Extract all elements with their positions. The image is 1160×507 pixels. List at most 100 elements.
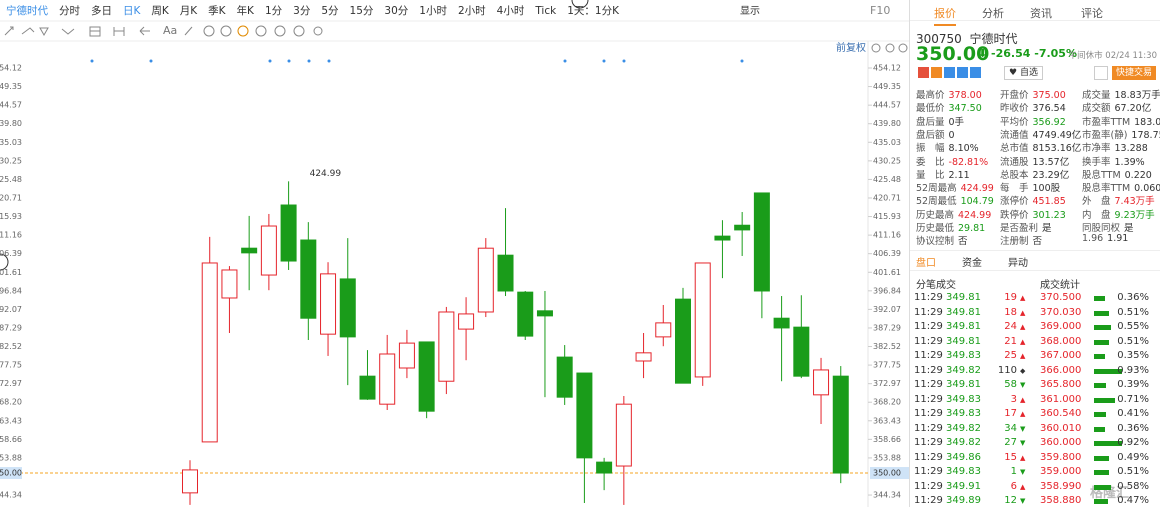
- stat-value: 356.92: [1032, 116, 1066, 128]
- stat-value: 451.85: [1032, 196, 1066, 208]
- level-price: 370.030: [1040, 306, 1082, 318]
- stat-label: 市盈率TTM: [1082, 116, 1131, 128]
- sub-tab[interactable]: 异动: [1008, 258, 1028, 269]
- period-tab[interactable]: 宁德时代: [6, 4, 48, 17]
- trade-row: 11:29 349.83 3 ▲ 361.000 0.71%: [910, 394, 1160, 408]
- level-price: 360.540: [1040, 408, 1082, 419]
- y-tick-label: 392.07: [873, 305, 901, 314]
- stat-cell: 每 手 100股: [1000, 180, 1060, 194]
- trade-direction: ▲: [1020, 323, 1026, 331]
- period-tab[interactable]: 1天：1分K: [567, 5, 620, 17]
- y-tick-label: 420.71: [873, 193, 901, 202]
- display-menu[interactable]: 显示: [740, 5, 760, 17]
- sub-tab[interactable]: 资金: [962, 258, 982, 269]
- y-tick-label: 439.80: [0, 119, 22, 128]
- candle-body: [477, 247, 494, 313]
- y-tick-label: 444.57: [0, 101, 22, 110]
- candle-body: [497, 254, 514, 292]
- stat-cell: 市净率 13.288: [1082, 140, 1148, 154]
- stat-label: 总市值: [1000, 143, 1029, 155]
- stat-cell: 平均价 356.92: [1000, 114, 1066, 128]
- text-tool[interactable]: Aa: [163, 24, 177, 37]
- period-tab[interactable]: 1分: [265, 5, 283, 17]
- trade-time: 11:29: [914, 480, 943, 492]
- level-pct: 0.58%: [1117, 480, 1149, 492]
- section-divider: [910, 250, 1160, 251]
- current-price-box: [870, 467, 909, 480]
- level-price: 368.000: [1040, 335, 1082, 347]
- period-tab[interactable]: 季K: [208, 5, 226, 17]
- stat-value: 9.23万手: [1114, 209, 1155, 221]
- y-tick-label: 411.16: [873, 231, 901, 240]
- stat-cell: 股息TTM 0.220: [1082, 167, 1152, 181]
- candle-body: [359, 375, 376, 400]
- candle-body: [241, 247, 258, 254]
- trade-direction: ▲: [1020, 352, 1026, 360]
- level-price: 365.800: [1040, 379, 1082, 390]
- stat-label: 历史最高: [916, 209, 955, 221]
- share-icons[interactable]: [918, 67, 981, 81]
- alert-button[interactable]: [1094, 66, 1108, 80]
- period-tab[interactable]: 月K: [180, 5, 198, 17]
- trade-row: 11:29 349.83 17 ▲ 360.540 0.41%: [910, 408, 1160, 422]
- trade-row: 11:29 349.82 34 ▼ 360.010 0.36%: [910, 423, 1160, 437]
- y-tick-label: 368.20: [0, 398, 22, 407]
- period-tab[interactable]: 2小时: [458, 5, 486, 17]
- trade-price: 349.82: [946, 364, 981, 376]
- watch-button[interactable]: ♥ 自选: [1004, 66, 1043, 80]
- stat-cell: 换手率 1.39%: [1082, 154, 1145, 168]
- trade-direction: ▲: [1020, 395, 1026, 404]
- stat-value: 375.00: [1032, 90, 1066, 101]
- stat-label: 52周最高: [916, 183, 957, 195]
- panel-tab[interactable]: 分析: [982, 7, 1004, 20]
- level-price: 369.000: [1040, 321, 1082, 332]
- level-bar: [1094, 383, 1106, 388]
- f10-button[interactable]: F10: [870, 4, 890, 17]
- candle-body: [280, 204, 297, 262]
- sub-tab[interactable]: 盘口: [916, 258, 936, 269]
- level-pct: 0.35%: [1117, 350, 1149, 361]
- period-tab[interactable]: Tick: [534, 5, 557, 17]
- adjust-mode[interactable]: 前复权: [836, 41, 866, 54]
- watch-label: 自选: [1019, 68, 1038, 78]
- y-tick-label: 415.93: [873, 212, 901, 221]
- stat-label: 外 盘: [1082, 196, 1111, 208]
- period-tab[interactable]: 30分: [384, 5, 408, 17]
- stat-label: 历史最低: [916, 223, 955, 234]
- candle-body: [773, 317, 790, 329]
- chart-controls[interactable]: [871, 43, 908, 53]
- drawing-tools[interactable]: [4, 25, 323, 37]
- level-price: 358.880: [1040, 495, 1082, 506]
- period-tab[interactable]: 1小时: [419, 5, 447, 17]
- candle-body: [517, 291, 534, 337]
- trade-time: 11:29: [914, 466, 943, 477]
- stock-name: 宁德时代: [969, 32, 1018, 46]
- stat-label: 每 手: [1000, 183, 1029, 195]
- panel-tab[interactable]: 资讯: [1030, 7, 1052, 20]
- period-tab[interactable]: 日K: [123, 5, 141, 17]
- period-tab[interactable]: 4小时: [497, 5, 525, 17]
- trade-button[interactable]: 快捷交易: [1112, 66, 1157, 80]
- period-tab[interactable]: 15分: [350, 5, 374, 17]
- period-tab[interactable]: 3分: [293, 5, 311, 17]
- level-bar: [1094, 499, 1109, 504]
- level-bar: [1094, 441, 1122, 446]
- period-tab[interactable]: 多日: [91, 4, 112, 17]
- period-tab[interactable]: 年K: [237, 4, 255, 17]
- candle-body: [832, 375, 849, 474]
- stat-label: 流通股: [1000, 156, 1029, 168]
- period-tab[interactable]: 周K: [151, 5, 169, 17]
- stat-label: 总股本: [1000, 169, 1029, 181]
- candle-body: [635, 352, 652, 362]
- panel-tab[interactable]: 报价: [934, 5, 956, 26]
- period-tab[interactable]: 分时: [59, 5, 80, 17]
- panel-tab[interactable]: 评论: [1081, 7, 1103, 20]
- trade-price: 349.81: [946, 335, 981, 347]
- candle-body: [458, 313, 475, 330]
- price-change: ⬇ -26.54 -7.05%: [978, 47, 1077, 60]
- level-pct: 0.39%: [1117, 379, 1149, 390]
- period-tab[interactable]: 5分: [321, 5, 339, 17]
- stat-cell: 外 盘 7.43万手: [1082, 193, 1155, 207]
- level-bar: [1094, 426, 1105, 432]
- level-pct: 0.92%: [1117, 437, 1149, 448]
